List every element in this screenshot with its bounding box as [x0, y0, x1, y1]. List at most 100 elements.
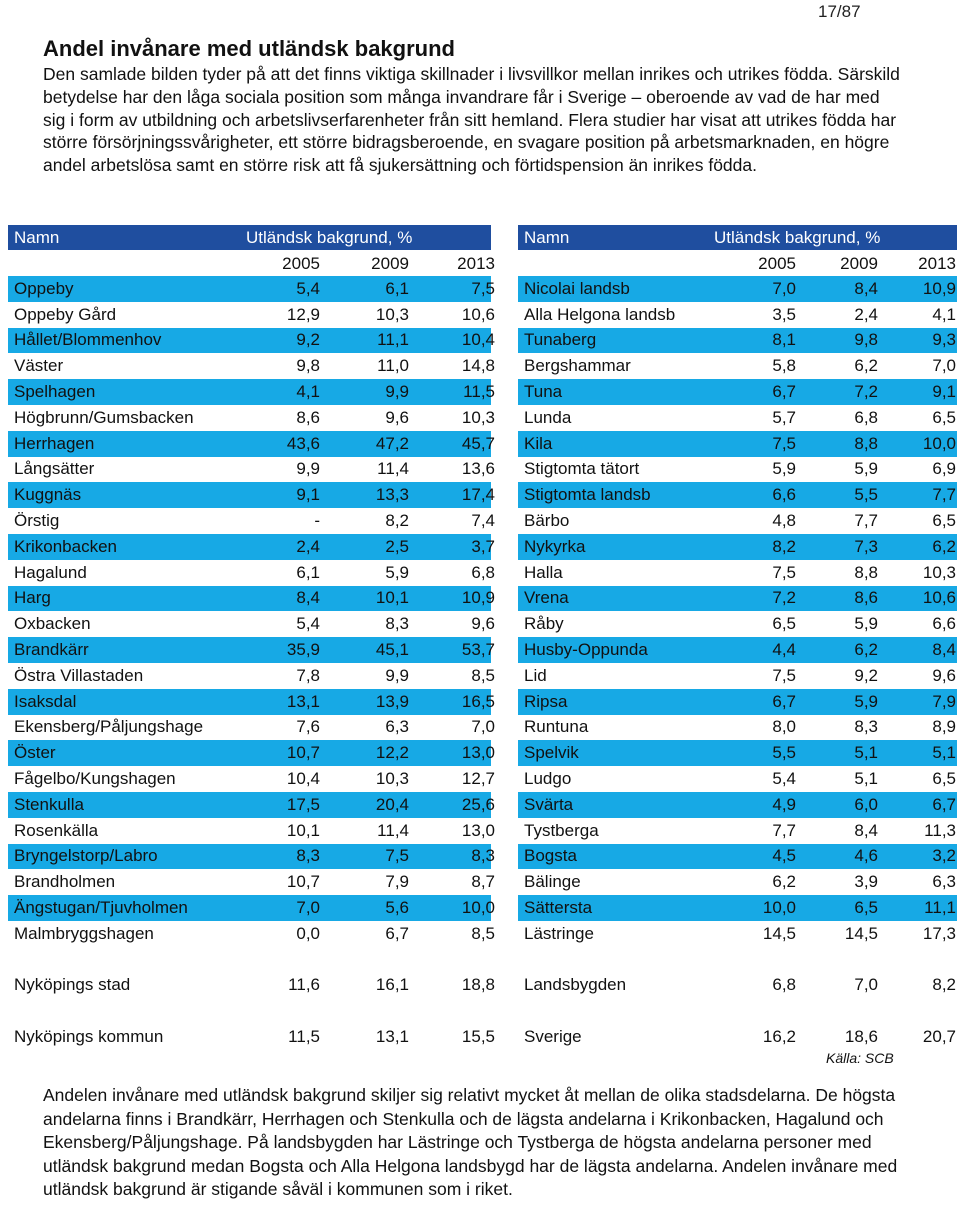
table-row: Runtuna 8,0 8,3 8,9: [518, 715, 957, 741]
value-2005: 6,5: [772, 614, 796, 634]
value-2013: 3,2: [932, 846, 956, 866]
district-name: Lästringe: [524, 923, 594, 943]
table-row: Bryngelstorp/Labro 8,3 7,5 8,3: [8, 843, 495, 870]
district-name: Lid: [524, 665, 547, 685]
table-row: Ekensberg/Påljungshage 7,6 6,3 7,0: [8, 715, 495, 741]
table-row: Ripsa 6,7 5,9 7,9: [518, 688, 957, 715]
intro-paragraph: Den samlade bilden tyder på att det finn…: [43, 64, 900, 176]
value-2013: 8,5: [471, 665, 495, 685]
table-row: Östra Villastaden 7,8 9,9 8,5: [8, 663, 495, 689]
table-row: Ludgo 5,4 5,1 6,5: [518, 766, 957, 792]
table-row: Öster 10,7 12,2 13,0: [8, 740, 495, 767]
district-name: Sverige: [524, 1026, 582, 1046]
table-row: Oppeby Gård 12,9 10,3 10,6: [8, 302, 495, 328]
district-name: Öster: [14, 743, 56, 763]
district-name: Runtuna: [524, 717, 589, 737]
value-2009: 5,5: [854, 485, 878, 505]
value-2013: 6,8: [471, 562, 495, 582]
value-2005: 8,1: [772, 330, 796, 350]
table-row: Bergshammar 5,8 6,2 7,0: [518, 353, 957, 379]
value-2009: 6,2: [854, 356, 878, 376]
value-2005: 5,4: [772, 769, 796, 789]
value-2013: 13,0: [461, 820, 495, 840]
value-2005: 4,8: [772, 511, 796, 531]
district-name: Herrhagen: [14, 433, 95, 453]
value-2013: 10,0: [922, 433, 956, 453]
value-2005: 5,4: [296, 278, 320, 298]
value-2005: 13,1: [286, 691, 320, 711]
value-2009: 11,4: [377, 820, 409, 840]
table-row: Fågelbo/Kungshagen 10,4 10,3 12,7: [8, 766, 495, 792]
table-row: Hagalund 6,1 5,9 6,8: [8, 560, 495, 586]
value-2013: 9,6: [471, 614, 495, 634]
value-2005: 4,1: [296, 382, 320, 402]
district-name: Stigtomta landsb: [524, 485, 651, 505]
value-2005: 7,0: [772, 278, 796, 298]
value-2009: 7,3: [854, 536, 878, 556]
district-name: Oxbacken: [14, 614, 91, 634]
value-2013: 45,7: [461, 433, 495, 453]
table-row: Råby 6,5 5,9 6,6: [518, 611, 957, 637]
header-name: Namn: [524, 227, 570, 247]
table-row: Husby-Oppunda 4,4 6,2 8,4: [518, 637, 957, 663]
district-name: Långsätter: [14, 459, 95, 479]
district-name: Nyköpings kommun: [14, 1026, 164, 1046]
district-name: Sättersta: [524, 898, 593, 918]
table-row: Kila 7,5 8,8 10,0: [518, 430, 957, 457]
value-2005: 3,5: [772, 304, 796, 324]
value-2009: 8,2: [385, 511, 409, 531]
table-row: Nyköpings kommun 11,5 13,1 15,5: [8, 1024, 495, 1050]
value-2009: 7,9: [385, 872, 409, 892]
table-row: Rosenkälla 10,1 11,4 13,0: [8, 818, 495, 844]
table-row: Tunaberg 8,1 9,8 9,3: [518, 327, 957, 354]
value-2009: 8,8: [854, 433, 878, 453]
value-2009: 8,4: [854, 820, 878, 840]
table-body: Oppeby 5,4 6,1 7,5 Oppeby Gård 12,9 10,3 10,6 Hå…: [8, 276, 495, 947]
district-name: Halla: [524, 562, 563, 582]
district-name: Högbrunn/Gumsbacken: [14, 407, 194, 427]
year-2009: 2009: [371, 253, 409, 273]
district-name: Landsbygden: [524, 974, 627, 994]
value-2005: 6,7: [772, 691, 796, 711]
value-2005: 6,8: [772, 974, 796, 994]
district-name: Stigtomta tätort: [524, 459, 640, 479]
table-row: Brandholmen 10,7 7,9 8,7: [8, 869, 495, 895]
outro-paragraph: Andelen invånare med utländsk bakgrund s…: [43, 1085, 898, 1199]
table-row: Spelhagen 4,1 9,9 11,5: [8, 379, 495, 405]
value-2005: 5,8: [772, 356, 796, 376]
value-2009: 7,2: [854, 382, 878, 402]
value-2013: 8,2: [932, 974, 956, 994]
table-header-row: Namn Utländsk bakgrund, %: [8, 225, 491, 250]
value-2005: -: [314, 511, 320, 531]
year-2009: 2009: [840, 253, 878, 273]
value-2009: 2,5: [385, 536, 409, 556]
value-2013: 10,9: [461, 588, 495, 608]
district-name: Krikonbacken: [14, 536, 118, 556]
value-2009: 5,6: [385, 898, 409, 918]
district-name: Tystberga: [524, 820, 599, 840]
value-2009: 5,1: [854, 769, 878, 789]
table-row: Isaksdal 13,1 13,9 16,5: [8, 688, 495, 715]
header-name: Namn: [14, 227, 60, 247]
table-row: Lid 7,5 9,2 9,6: [518, 663, 957, 689]
value-2005: 6,7: [772, 382, 796, 402]
value-2009: 13,3: [375, 485, 409, 505]
value-2005: 2,4: [296, 536, 320, 556]
value-2013: 8,7: [471, 872, 495, 892]
table-row: Högbrunn/Gumsbacken 8,6 9,6 10,3: [8, 405, 495, 431]
year-2013: 2013: [918, 253, 956, 273]
district-name: Fågelbo/Kungshagen: [14, 769, 176, 789]
table-row: Oxbacken 5,4 8,3 9,6: [8, 611, 495, 637]
district-name: Ripsa: [524, 691, 568, 711]
district-name: Harg: [14, 588, 51, 608]
district-name: Ekensberg/Påljungshage: [14, 717, 204, 737]
value-2009: 8,3: [385, 614, 409, 634]
district-name: Isaksdal: [14, 691, 77, 711]
district-name: Oppeby Gård: [14, 304, 117, 324]
value-2013: 11,5: [463, 382, 495, 402]
value-2005: 8,3: [296, 846, 320, 866]
summary-kommun: Nyköpings kommun 11,5 13,1 15,5: [8, 1024, 495, 1050]
table-row: Bogsta 4,5 4,6 3,2: [518, 843, 957, 870]
table-row: Lästringe 14,5 14,5 17,3: [518, 921, 957, 947]
value-2009: 10,3: [375, 304, 409, 324]
